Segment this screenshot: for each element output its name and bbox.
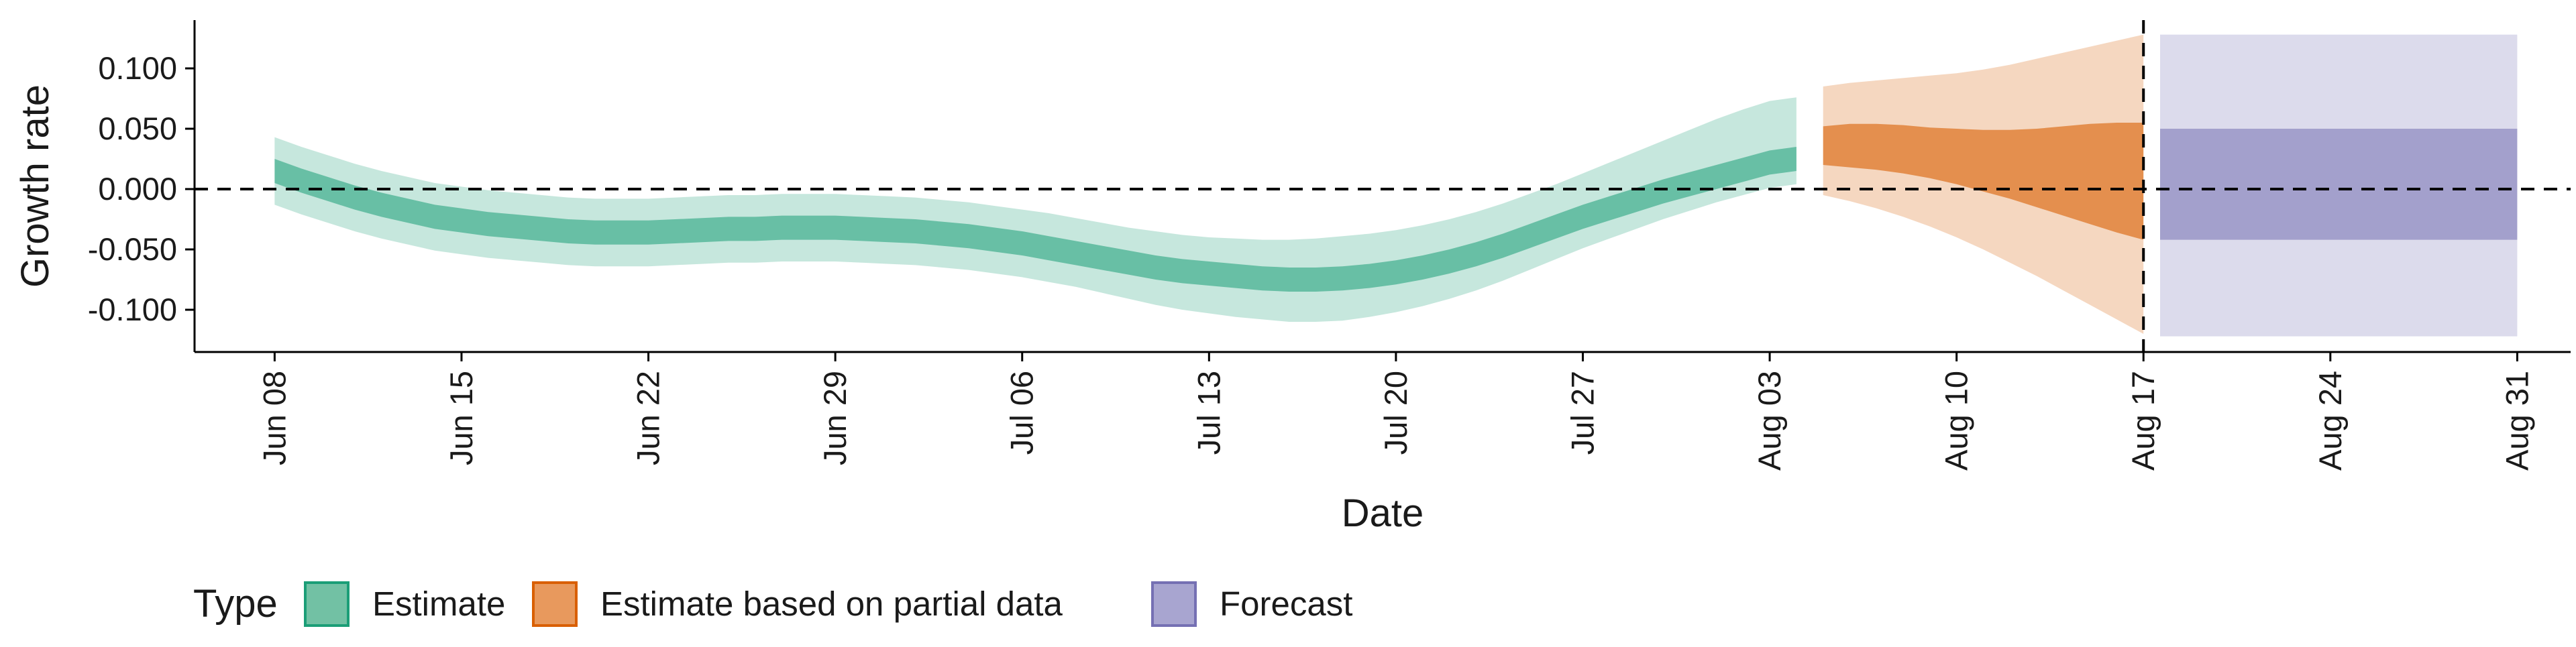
y-tick-label: 0.100 — [98, 50, 177, 86]
y-tick-label: -0.050 — [88, 231, 177, 267]
estimate-based-on-partial-data-inner-band — [1823, 123, 2144, 240]
y-tick-label: -0.100 — [88, 292, 177, 327]
bands-layer — [274, 34, 2518, 337]
legend-label-estimate-based-on-partial-data: Estimate based on partial data — [600, 585, 1063, 623]
x-tick-label: Jul 13 — [1191, 371, 1226, 455]
legend: Type Estimate Estimate based on partial d… — [193, 581, 1352, 627]
x-tick-label: Jul 27 — [1564, 371, 1600, 455]
x-tick-label: Aug 03 — [1752, 371, 1787, 471]
estimate-outer-band — [274, 97, 1796, 322]
x-tick-label: Jun 15 — [443, 371, 479, 465]
y-axis-ticks: -0.100 -0.050 0.000 0.050 0.100 — [88, 50, 195, 327]
x-tick-label: Jun 22 — [631, 371, 666, 465]
legend-label-forecast: Forecast — [1220, 585, 1352, 623]
x-axis-ticks: Jun 08 Jun 15 Jun 22 Jun 29 Jul 06 Jul 13 Jul … — [256, 352, 2534, 471]
y-tick-label: 0.050 — [98, 111, 177, 146]
x-tick-label: Aug 17 — [2125, 371, 2161, 471]
forecast-inner-band — [2160, 129, 2518, 240]
legend-label-estimate: Estimate — [372, 585, 505, 623]
x-tick-label: Aug 10 — [1939, 371, 1974, 471]
legend-title: Type — [193, 582, 278, 626]
x-tick-label: Aug 24 — [2312, 371, 2348, 471]
x-tick-label: Jun 08 — [256, 371, 292, 465]
x-axis-title: Date — [1342, 491, 1424, 535]
y-tick-label: 0.000 — [98, 171, 177, 207]
legend-items: Estimate Estimate based on partial data Fo… — [304, 581, 1352, 627]
x-tick-label: Jun 29 — [817, 371, 853, 465]
y-axis-title: Growth rate — [13, 84, 57, 288]
legend-swatch-estimate — [304, 581, 350, 627]
legend-swatch-forecast — [1151, 581, 1197, 627]
x-tick-label: Jul 20 — [1378, 371, 1413, 455]
legend-swatch-estimate-based-on-partial-data — [532, 581, 578, 627]
x-tick-label: Jul 06 — [1004, 371, 1040, 455]
x-tick-label: Aug 31 — [2499, 371, 2534, 471]
